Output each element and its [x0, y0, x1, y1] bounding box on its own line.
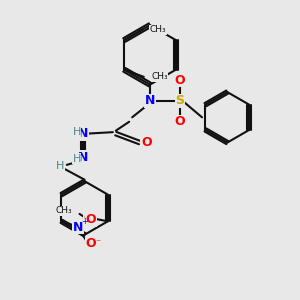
Text: ⁻: ⁻ [96, 238, 101, 249]
Text: N: N [78, 151, 88, 164]
Text: O: O [174, 115, 185, 128]
Text: O: O [174, 74, 185, 87]
Text: O: O [141, 136, 152, 149]
Text: N: N [73, 221, 83, 234]
Text: +: + [81, 217, 88, 226]
Text: H: H [72, 127, 81, 137]
Text: CH₃: CH₃ [150, 25, 166, 34]
Text: CH₃: CH₃ [151, 72, 168, 81]
Text: H: H [56, 161, 64, 171]
Text: O: O [86, 213, 97, 226]
Text: O: O [83, 212, 94, 225]
Text: N: N [78, 127, 88, 140]
Text: O: O [86, 237, 97, 250]
Text: CH₃: CH₃ [56, 206, 72, 215]
Text: S: S [175, 94, 184, 107]
Text: H: H [72, 154, 81, 164]
Text: N: N [145, 94, 155, 107]
